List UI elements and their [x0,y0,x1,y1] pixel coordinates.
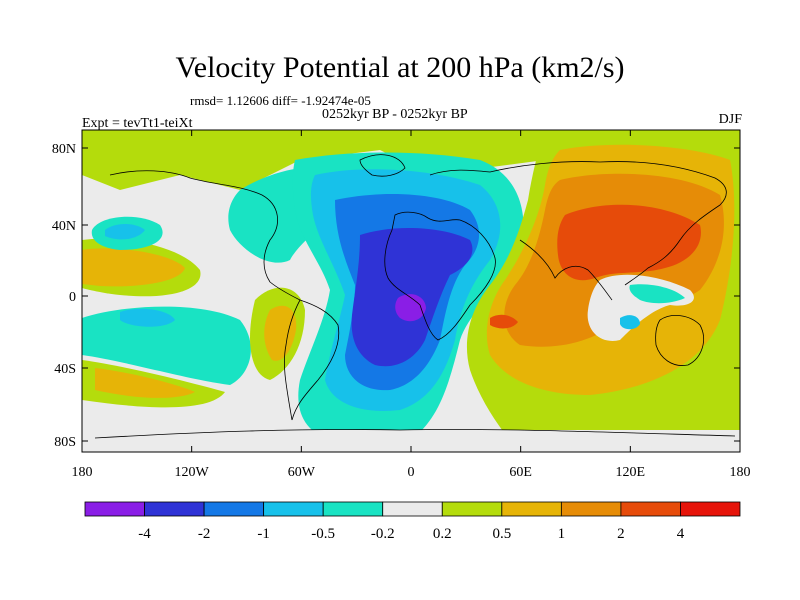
colorbar-label: 4 [677,526,685,542]
colorbar-swatch [263,501,324,517]
x-tick-label: 180 [72,465,93,480]
contour-south-pacific-negative [82,306,251,385]
colorbar-swatch [620,501,681,517]
coast-eurasia [429,161,727,286]
coast-greenland [359,154,406,177]
y-tick-label: 80N [52,142,76,157]
coast-africa [384,211,496,341]
contour-arctic-positive [82,130,545,190]
contour-pacific-orange [82,248,185,287]
y-tick-label: 80S [54,435,76,450]
x-tick-label: 180 [730,465,751,480]
stats-label: rmsd= 1.12606 diff= -1.92474e-05 [190,93,371,108]
colorbar-swatch [322,501,384,517]
colorbar-label: -0.5 [311,526,335,542]
season-label: DJF [718,112,742,127]
coastlines [94,154,736,439]
colorbar: -4 -2 -1 -0.5 -0.2 0.2 0.5 1 2 4 [84,501,741,542]
contour-maritime-inner [620,315,640,330]
colorbar-label: 1 [558,526,566,542]
contour-maritime-negative [629,284,685,304]
y-axis: 80N 40N 0 40S 80S [52,142,740,450]
contour-samerica-orange [264,305,297,361]
colorbar-label: 0.2 [433,526,452,542]
colorbar-swatch [203,501,265,517]
contour-south-pacific-inner [120,308,175,327]
y-tick-label: 40N [52,219,76,234]
x-tick-label: 60W [288,465,316,480]
colorbar-swatch [560,501,622,517]
x-tick-label: 120W [175,465,210,480]
colorbar-swatch [441,501,503,517]
x-tick-label: 120E [616,465,646,480]
contour-antarctic-zero [82,430,740,452]
colorbar-label: 2 [617,526,625,542]
contour-africa-east-max [490,314,518,329]
colorbar-label: -2 [198,526,211,542]
x-tick-label: 60E [509,465,532,480]
colorbar-label: -4 [138,526,151,542]
coast-south-america-west [284,299,301,421]
coast-north-america [109,170,301,301]
contour-asia-max [557,204,701,281]
y-tick-label: 40S [54,362,76,377]
colorbar-label: 0.5 [492,526,511,542]
colorbar-swatch [501,501,562,517]
contour-south-pacific-orange [95,368,195,398]
contour-field [82,130,740,452]
colorbar-label: -0.2 [371,526,395,542]
experiment-label: Expt = tevTt1-teiXt [82,116,193,131]
contour-minimum [395,294,426,322]
coast-australia [655,315,704,366]
x-axis: 180 120W 60W 0 60E 120E 180 [72,130,751,480]
coast-south-america [291,299,340,421]
coast-antarctica [94,429,736,439]
colorbar-swatch [144,501,205,517]
coast-south-asia [519,239,613,301]
colorbar-swatch [382,501,443,517]
contour-north-pacific-inner [105,224,145,240]
map-title: Velocity Potential at 200 hPa (km2/s) [175,51,625,84]
colorbar-swatch [84,501,145,517]
colorbar-label: -1 [257,526,270,542]
colorbar-swatch [680,501,741,517]
y-tick-label: 0 [69,290,76,305]
period-label: 0252kyr BP - 0252kyr BP [322,107,468,122]
x-tick-label: 0 [408,465,415,480]
